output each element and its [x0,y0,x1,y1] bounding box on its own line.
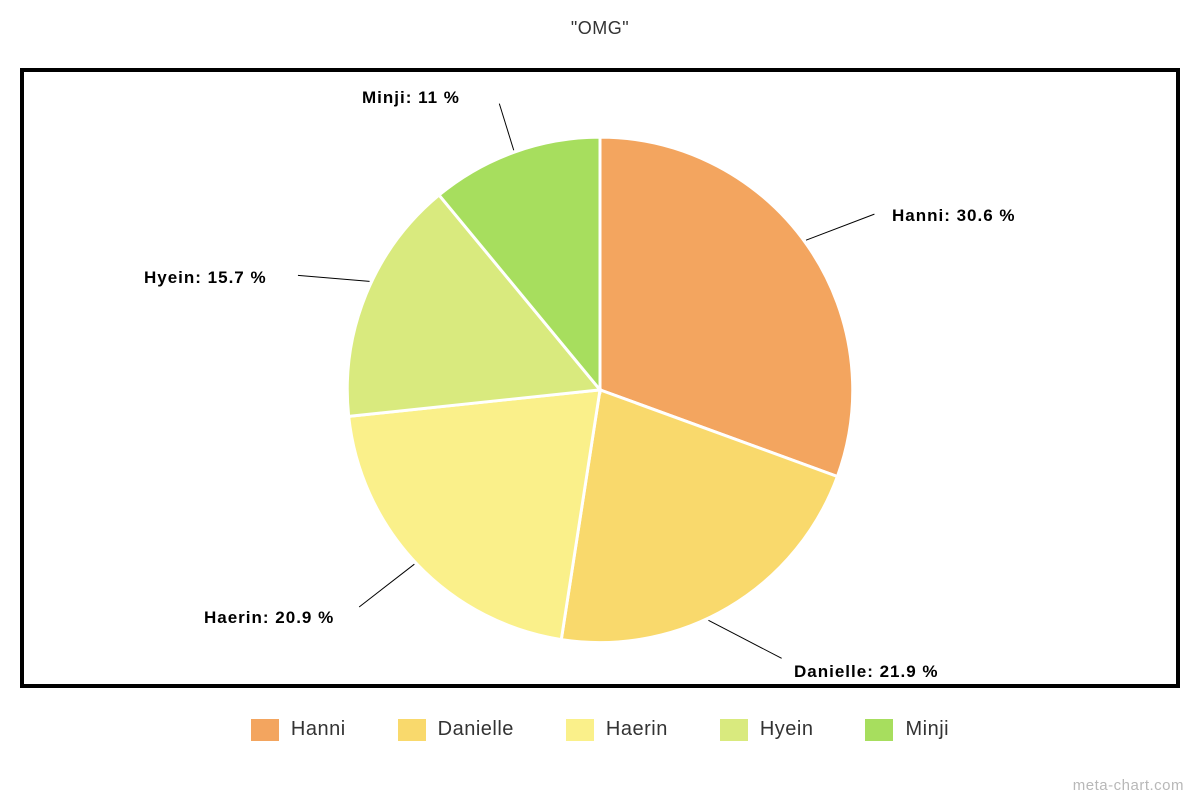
legend-item-danielle: Danielle [398,718,514,741]
legend-swatch [566,719,594,741]
slice-label-hanni: Hanni: 30.6 % [892,206,1016,226]
legend-swatch [398,719,426,741]
leader-line [708,620,781,658]
legend-item-minji: Minji [865,718,949,741]
legend: Hanni Danielle Haerin Hyein Minji [0,718,1200,741]
legend-label: Hanni [291,718,346,741]
leader-line [499,104,513,151]
chart-container: Hanni: 30.6 % Danielle: 21.9 % Haerin: 2… [20,68,1180,688]
legend-swatch [865,719,893,741]
legend-label: Haerin [606,718,668,741]
slice-label-haerin: Haerin: 20.9 % [204,608,334,628]
legend-swatch [251,719,279,741]
pie-chart [24,72,1176,684]
legend-item-hyein: Hyein [720,718,814,741]
pie-slice-haerin [349,390,600,640]
chart-title: "OMG" [0,0,1200,39]
leader-line [806,214,874,240]
legend-item-haerin: Haerin [566,718,668,741]
leader-line [298,275,370,281]
legend-label: Danielle [438,718,514,741]
slice-label-hyein: Hyein: 15.7 % [144,268,267,288]
legend-label: Minji [905,718,949,741]
leader-line [359,564,414,607]
legend-label: Hyein [760,718,814,741]
slice-label-danielle: Danielle: 21.9 % [794,662,939,682]
legend-swatch [720,719,748,741]
watermark: meta-chart.com [1073,777,1184,794]
legend-item-hanni: Hanni [251,718,346,741]
slice-label-minji: Minji: 11 % [362,88,460,108]
